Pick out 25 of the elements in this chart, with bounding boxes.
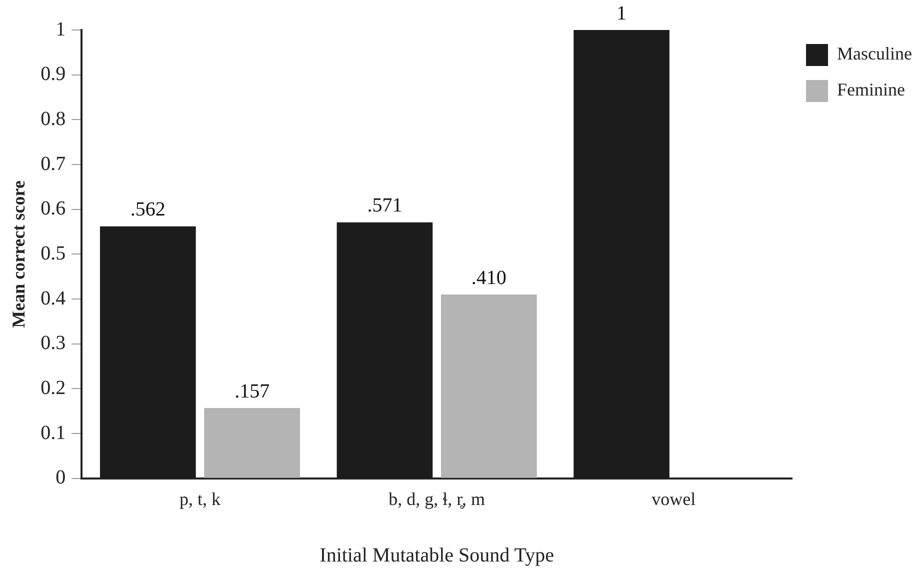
- y-tick-label: 1: [56, 18, 66, 40]
- y-tick-label: 0.4: [40, 287, 66, 310]
- y-tick-label: 0.5: [40, 242, 66, 264]
- y-axis-title: Mean correct score: [8, 180, 28, 328]
- x-tick-label: vowel: [652, 488, 696, 509]
- y-tick-label: 0.3: [40, 332, 66, 354]
- y-tick-label: 0.7: [40, 152, 66, 175]
- x-tick-label: b, d, g, ɬ, r̥, m: [388, 488, 485, 509]
- y-tick-label: 0.9: [40, 63, 66, 86]
- legend-label: Feminine: [837, 80, 906, 100]
- y-tick-label: 0.8: [40, 108, 66, 130]
- bar: [204, 408, 300, 478]
- data-label: .157: [234, 380, 270, 402]
- y-tick-label: 0: [56, 466, 66, 489]
- bar: [440, 294, 537, 478]
- data-label: .562: [130, 198, 166, 221]
- y-tick-label: 0.6: [40, 198, 66, 220]
- data-label: 1: [616, 2, 627, 24]
- data-label: .410: [471, 266, 506, 289]
- data-label: .571: [367, 194, 402, 217]
- x-axis-title: Initial Mutatable Sound Type: [320, 544, 554, 566]
- legend-label: Masculine: [837, 44, 912, 64]
- y-tick-label: 0.2: [40, 376, 66, 399]
- y-tick-label: 0.1: [40, 422, 66, 444]
- x-tick-label: p, t, k: [179, 488, 221, 509]
